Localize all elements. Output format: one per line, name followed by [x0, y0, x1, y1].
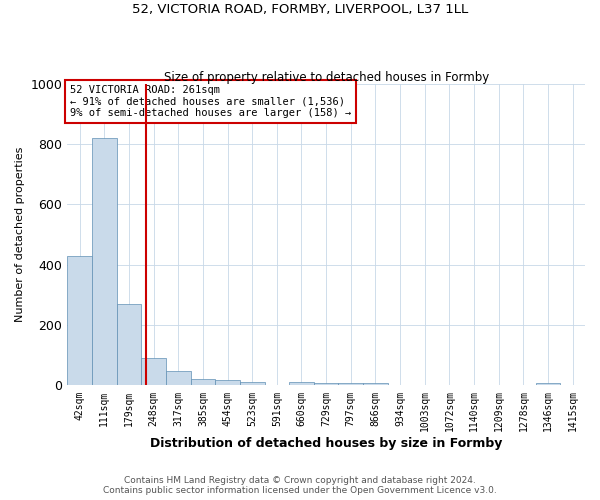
Bar	[363, 384, 388, 386]
Bar	[536, 383, 560, 386]
Bar	[289, 382, 314, 386]
Bar	[191, 379, 215, 386]
Bar	[166, 372, 191, 386]
Bar	[116, 304, 141, 386]
Bar	[240, 382, 265, 386]
Title: Size of property relative to detached houses in Formby: Size of property relative to detached ho…	[164, 70, 489, 84]
Bar	[92, 138, 116, 386]
Bar	[338, 383, 363, 386]
X-axis label: Distribution of detached houses by size in Formby: Distribution of detached houses by size …	[150, 437, 502, 450]
Y-axis label: Number of detached properties: Number of detached properties	[15, 147, 25, 322]
Text: 52 VICTORIA ROAD: 261sqm
← 91% of detached houses are smaller (1,536)
9% of semi: 52 VICTORIA ROAD: 261sqm ← 91% of detach…	[70, 85, 351, 118]
Bar	[314, 384, 338, 386]
Bar	[67, 256, 92, 386]
Bar	[141, 358, 166, 386]
Text: 52, VICTORIA ROAD, FORMBY, LIVERPOOL, L37 1LL: 52, VICTORIA ROAD, FORMBY, LIVERPOOL, L3…	[132, 2, 468, 16]
Text: Contains HM Land Registry data © Crown copyright and database right 2024.
Contai: Contains HM Land Registry data © Crown c…	[103, 476, 497, 495]
Bar	[215, 380, 240, 386]
